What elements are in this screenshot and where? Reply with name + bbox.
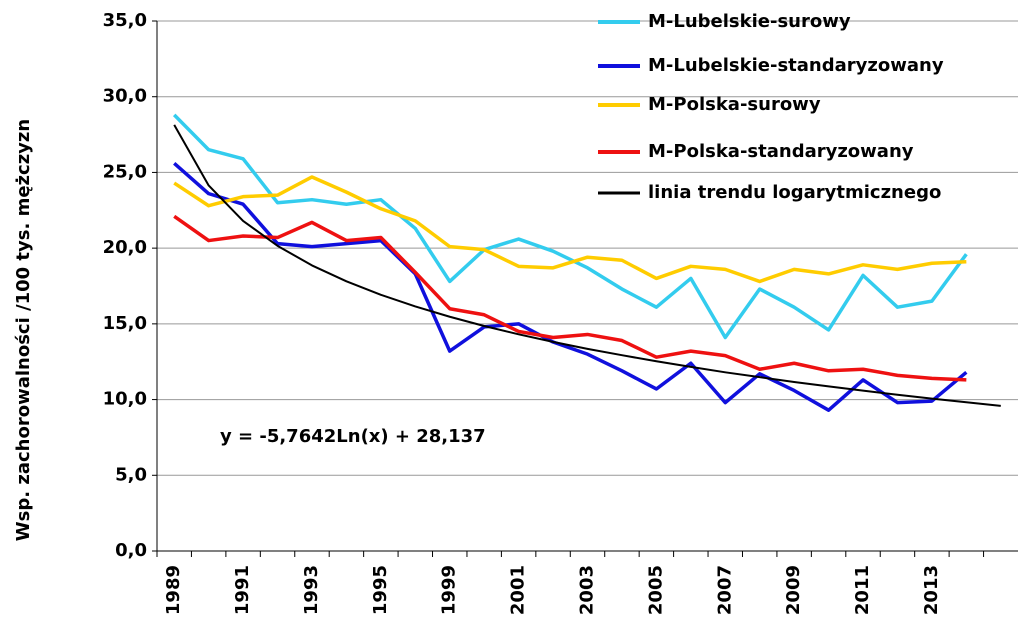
x-tick-label: 2011: [852, 565, 873, 615]
y-tick-label: 5,0: [115, 464, 147, 485]
x-tick-label: 1995: [370, 565, 391, 615]
legend-label: linia trendu logarytmicznego: [648, 182, 941, 203]
annotation: y = -5,7642Ln(x) + 28,137: [220, 426, 486, 447]
y-tick-label: 0,0: [115, 540, 147, 561]
y-tick-label: 10,0: [103, 389, 147, 410]
series-line: [173, 124, 1001, 407]
legend-label: M-Polska-standaryzowany: [648, 141, 914, 162]
series-line: [172, 113, 968, 340]
x-tick-label: 1993: [301, 565, 322, 615]
y-tick-label: 20,0: [103, 237, 147, 258]
series-line: [173, 162, 968, 412]
y-tick-label: 35,0: [103, 10, 147, 31]
x-tick-label: 2007: [714, 565, 735, 615]
x-tick-label: 2001: [508, 565, 529, 615]
series-line: [173, 175, 967, 284]
x-tick-label: 2005: [645, 565, 666, 615]
y-tick-label: 30,0: [103, 86, 147, 107]
x-tick-label: 1989: [163, 565, 184, 615]
y-tick-label: 15,0: [103, 313, 147, 334]
series-line: [173, 214, 967, 382]
x-tick-label: 1999: [439, 565, 460, 615]
legend-label: M-Lubelskie-standaryzowany: [648, 55, 944, 76]
x-tick-label: 1991: [232, 565, 253, 615]
legend-label: M-Lubelskie-surowy: [648, 11, 851, 32]
y-tick-label: 25,0: [103, 161, 147, 182]
legend-label: M-Polska-surowy: [648, 94, 821, 115]
y-axis-label: Wsp. zachorowalności /100 tys. mężczyzn: [13, 119, 34, 541]
x-tick-label: 2013: [921, 565, 942, 615]
x-tick-label: 2003: [577, 565, 598, 615]
x-tick-label: 2009: [783, 565, 804, 615]
